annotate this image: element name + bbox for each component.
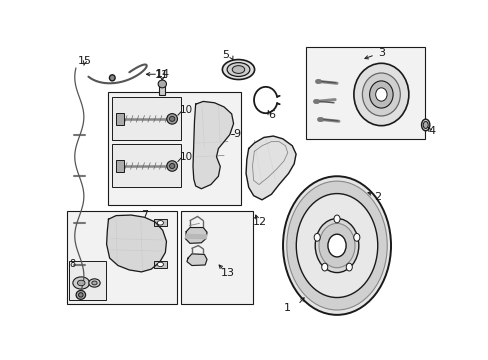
Bar xyxy=(305,48,424,139)
Ellipse shape xyxy=(318,223,354,268)
Circle shape xyxy=(77,280,85,286)
Ellipse shape xyxy=(283,176,390,315)
Text: 5: 5 xyxy=(222,50,229,60)
Ellipse shape xyxy=(169,163,175,168)
Circle shape xyxy=(157,221,163,225)
Polygon shape xyxy=(245,136,296,200)
Ellipse shape xyxy=(375,88,386,101)
Ellipse shape xyxy=(353,63,408,126)
Polygon shape xyxy=(185,234,206,239)
Bar xyxy=(112,144,180,187)
Ellipse shape xyxy=(321,263,327,271)
Text: 12: 12 xyxy=(252,217,266,227)
Ellipse shape xyxy=(222,59,254,80)
Ellipse shape xyxy=(421,119,429,131)
Ellipse shape xyxy=(79,293,83,297)
Text: 2: 2 xyxy=(373,192,380,202)
Ellipse shape xyxy=(346,263,351,271)
Bar xyxy=(67,211,176,304)
Circle shape xyxy=(73,277,89,289)
Text: 13: 13 xyxy=(221,268,234,278)
Text: 8: 8 xyxy=(69,258,76,269)
Ellipse shape xyxy=(353,233,359,241)
Circle shape xyxy=(92,281,97,285)
Text: 10: 10 xyxy=(179,105,192,115)
Text: 6: 6 xyxy=(268,110,275,120)
Polygon shape xyxy=(106,215,166,272)
Ellipse shape xyxy=(158,80,166,88)
Text: 7: 7 xyxy=(141,210,148,220)
Polygon shape xyxy=(185,228,206,243)
Circle shape xyxy=(157,262,163,267)
Bar xyxy=(116,160,123,172)
Ellipse shape xyxy=(313,233,320,241)
Text: 14: 14 xyxy=(155,69,169,79)
Text: 10: 10 xyxy=(179,152,192,162)
Ellipse shape xyxy=(76,291,85,299)
Ellipse shape xyxy=(315,219,358,273)
Bar xyxy=(154,261,167,268)
Text: 11: 11 xyxy=(155,69,169,80)
Polygon shape xyxy=(186,254,206,266)
Text: 1: 1 xyxy=(284,303,291,314)
Text: 3: 3 xyxy=(377,49,384,58)
Bar xyxy=(154,219,167,226)
Bar xyxy=(69,261,105,300)
Ellipse shape xyxy=(423,122,427,129)
Bar xyxy=(159,86,165,95)
Ellipse shape xyxy=(109,75,115,81)
Ellipse shape xyxy=(166,161,177,171)
Text: 15: 15 xyxy=(78,56,91,66)
Bar xyxy=(112,97,180,140)
Text: 9: 9 xyxy=(233,129,240,139)
Bar xyxy=(116,113,123,125)
Bar xyxy=(180,211,252,304)
Ellipse shape xyxy=(296,194,377,297)
Circle shape xyxy=(89,279,100,287)
Text: 4: 4 xyxy=(427,126,434,135)
Polygon shape xyxy=(193,102,233,189)
Ellipse shape xyxy=(226,63,249,76)
Ellipse shape xyxy=(333,215,339,223)
Ellipse shape xyxy=(169,116,175,121)
Ellipse shape xyxy=(369,81,392,108)
Bar xyxy=(108,92,241,205)
Ellipse shape xyxy=(166,114,177,124)
Ellipse shape xyxy=(362,73,400,116)
Ellipse shape xyxy=(327,234,346,257)
Ellipse shape xyxy=(286,181,386,310)
Ellipse shape xyxy=(232,66,244,73)
